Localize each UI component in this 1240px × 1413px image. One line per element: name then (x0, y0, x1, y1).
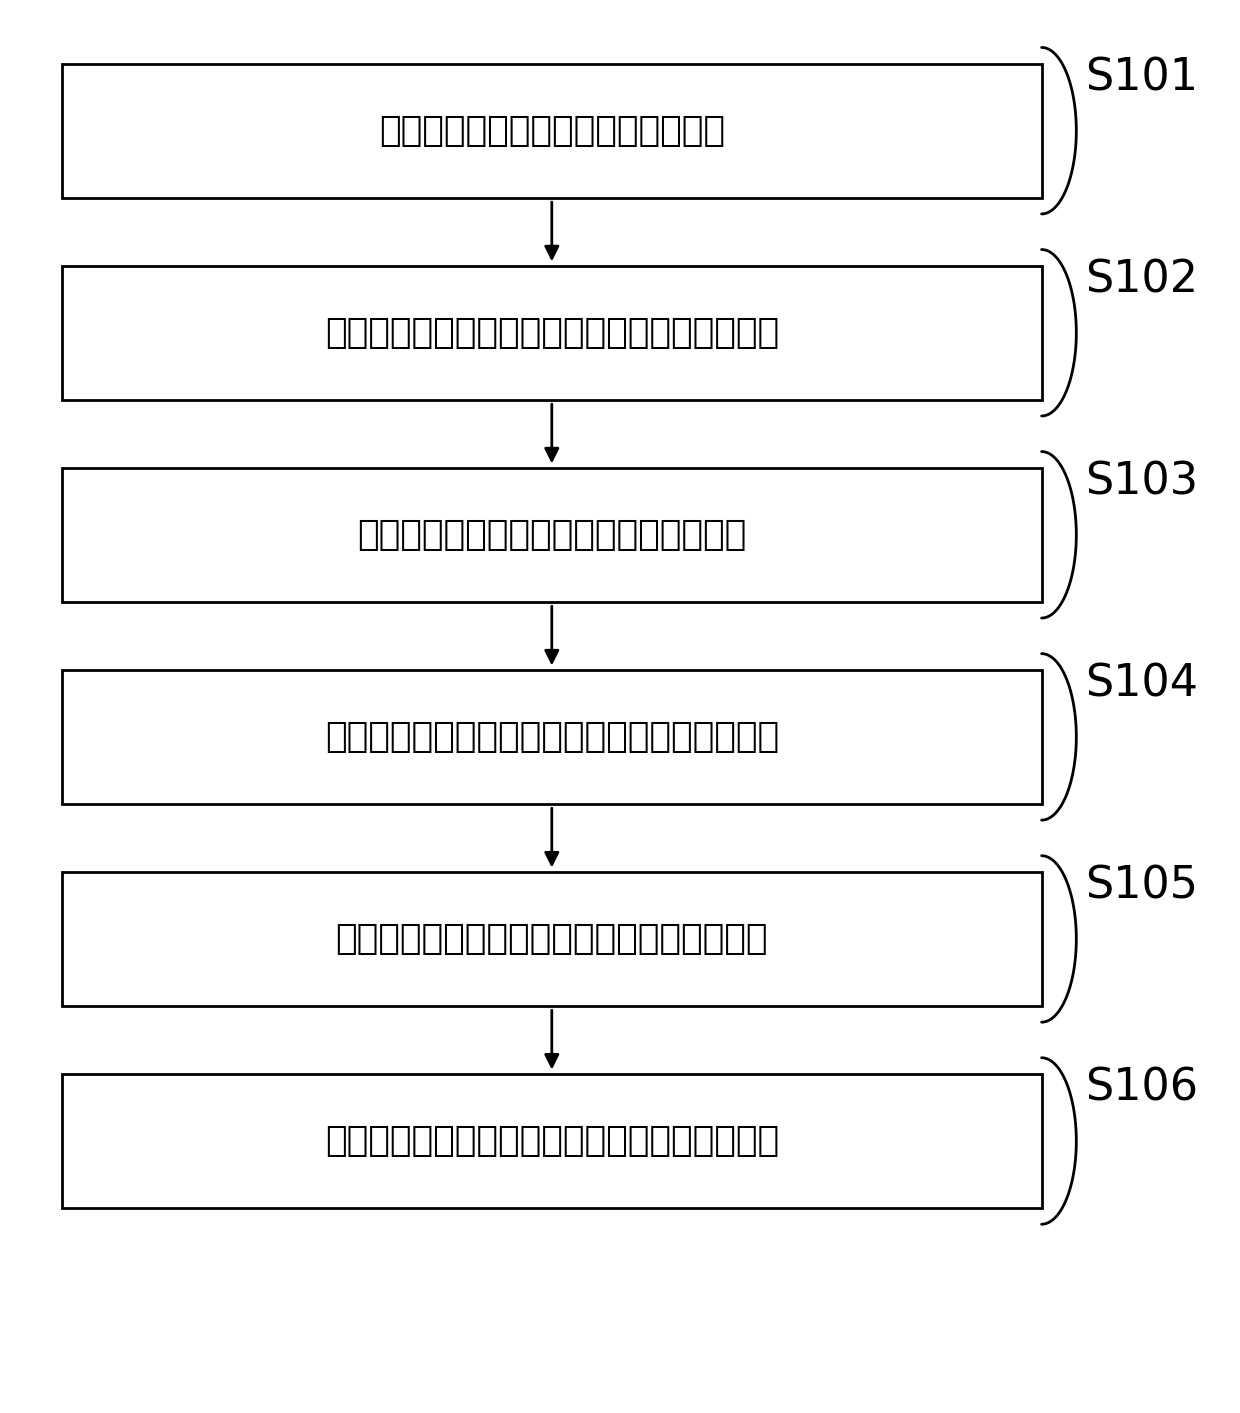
Text: 测定单洞双线浅埋偏压隧道中隔墙顶部偏压荷载: 测定单洞双线浅埋偏压隧道中隔墙顶部偏压荷载 (325, 315, 779, 350)
Text: S101: S101 (1085, 57, 1198, 99)
Text: S104: S104 (1085, 663, 1198, 705)
Text: 隧道行车时中隔墙壁面峰值风压荷载测定: 隧道行车时中隔墙壁面峰值风压荷载测定 (357, 517, 746, 552)
Text: 偏压单洞双线隧道中隔墙滑动稳定性系数确定: 偏压单洞双线隧道中隔墙滑动稳定性系数确定 (336, 921, 768, 957)
Bar (62, 266, 1042, 400)
Bar (62, 872, 1042, 1006)
Bar (62, 468, 1042, 602)
Text: S102: S102 (1085, 259, 1198, 301)
Text: 偏压单洞双线隧道中隔墙承载力风险评价与预测: 偏压单洞双线隧道中隔墙承载力风险评价与预测 (325, 1123, 779, 1159)
Text: S103: S103 (1085, 461, 1198, 503)
Text: S105: S105 (1085, 865, 1198, 907)
Bar (62, 670, 1042, 804)
Bar (62, 64, 1042, 198)
Text: S106: S106 (1085, 1067, 1198, 1109)
Text: 偏压单洞双线隧道中隔墙抗倾覆稳定性系数确定: 偏压单洞双线隧道中隔墙抗倾覆稳定性系数确定 (325, 719, 779, 755)
Text: 测定单洞双线隧道隧道深、浅埋类型: 测定单洞双线隧道隧道深、浅埋类型 (378, 113, 725, 148)
Bar (62, 1074, 1042, 1208)
